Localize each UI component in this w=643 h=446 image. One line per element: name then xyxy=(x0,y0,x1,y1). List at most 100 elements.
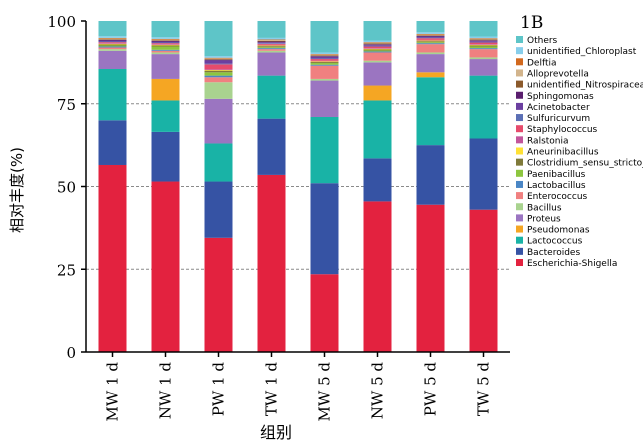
bar-segment xyxy=(257,41,286,43)
bar-segment xyxy=(363,85,392,101)
bar-segment xyxy=(310,59,339,61)
bar-segment xyxy=(98,164,127,352)
legend-label: Ralstonia xyxy=(527,136,569,146)
bar-segment xyxy=(151,43,180,45)
bar-segment xyxy=(310,116,339,184)
bar-segment xyxy=(363,44,392,45)
bar-segment xyxy=(151,100,180,132)
bar-segment xyxy=(310,52,339,55)
bar-segment xyxy=(416,36,445,38)
bar-segment xyxy=(257,45,286,47)
bar-segment xyxy=(151,181,180,352)
x-tick-label: MW 5 d xyxy=(316,362,334,422)
bar-segment xyxy=(363,51,392,53)
legend-label: Acinetobacter xyxy=(527,103,590,113)
bar-segment xyxy=(469,40,498,42)
legend-swatch xyxy=(516,91,523,99)
legend-swatch xyxy=(516,259,523,266)
legend-swatch xyxy=(516,58,523,66)
legend-label: Aneurinibacillus xyxy=(527,148,599,158)
legend-label: Paenibacillus xyxy=(527,170,586,180)
bar-segment xyxy=(310,80,339,117)
bar-segment xyxy=(98,37,127,39)
bar-segment xyxy=(310,55,339,57)
bar-segment xyxy=(416,77,445,146)
x-tick-label: TW 5 d xyxy=(475,362,493,417)
bar-segment xyxy=(257,46,286,48)
legend-label: unidentified_Chloroplast xyxy=(527,47,637,57)
bar-segment xyxy=(469,36,498,39)
legend-swatch xyxy=(516,47,523,55)
bar-segment xyxy=(151,40,180,42)
legend-label: Pseudomonas xyxy=(527,226,590,236)
legend-label: Delftia xyxy=(527,58,557,68)
legend-label: Alloprevotella xyxy=(527,69,589,79)
bar-segment xyxy=(363,21,392,41)
bar-segment xyxy=(363,50,392,52)
bar-segment xyxy=(469,59,498,76)
bar-segment xyxy=(416,43,445,45)
bar-segment xyxy=(363,46,392,49)
bar-segment xyxy=(416,34,445,36)
bar-segment xyxy=(310,56,339,59)
bar-segment xyxy=(204,70,233,73)
legend-swatch xyxy=(516,114,523,122)
bar-segment xyxy=(310,58,339,60)
bar-segment xyxy=(310,63,339,65)
legend-label: Sphingomonas xyxy=(527,92,594,102)
legend-label: Bacillus xyxy=(527,203,562,213)
bar-segment xyxy=(469,44,498,46)
legend-swatch xyxy=(516,102,523,110)
bar-segment xyxy=(98,47,127,50)
bar-segment xyxy=(98,50,127,69)
bar-segment xyxy=(310,183,339,275)
bar-segment xyxy=(469,46,498,49)
bar-segment xyxy=(204,58,233,60)
bar-segment xyxy=(98,36,127,38)
bar-segment xyxy=(416,39,445,41)
bar-segment xyxy=(416,37,445,39)
bar-segment xyxy=(98,44,127,46)
bars xyxy=(98,21,498,352)
bar-segment xyxy=(257,40,286,42)
x-tick-label: MW 1 d xyxy=(104,362,122,422)
bar-segment xyxy=(363,100,392,159)
bar-segment xyxy=(363,49,392,51)
bar-segment xyxy=(257,174,286,352)
legend-swatch xyxy=(516,214,523,222)
bar-segment xyxy=(151,131,180,182)
bar-segment xyxy=(257,48,286,50)
bar-segment xyxy=(416,54,445,73)
legend-swatch xyxy=(516,136,523,144)
bar-segment xyxy=(416,42,445,44)
bar-segment xyxy=(257,43,286,45)
bar-segment xyxy=(363,48,392,50)
legend-label: Sulfuricurvum xyxy=(527,114,590,124)
y-tick-label: 25 xyxy=(57,261,76,279)
bar-segment xyxy=(151,38,180,40)
axes: 0 25 50 75 100 MW 1 d NW 1 d PW 1 d TW 1 d MW 5 d… xyxy=(47,13,510,421)
bar-segment xyxy=(469,75,498,139)
bar-segment xyxy=(416,35,445,36)
bar-segment xyxy=(98,21,127,37)
bar-segment xyxy=(363,44,392,46)
legend-label: unidentified_Nitrospiraceae xyxy=(527,81,643,91)
bar-segment xyxy=(363,40,392,43)
bar-segment xyxy=(151,45,180,47)
y-tick-label: 75 xyxy=(57,96,76,114)
bar-segment xyxy=(310,61,339,63)
bar-segment xyxy=(257,50,286,53)
y-tick-label: 100 xyxy=(47,13,76,31)
bar-segment xyxy=(204,64,233,70)
bar-segment xyxy=(257,44,286,46)
bar-segment xyxy=(310,54,339,56)
bar-segment xyxy=(257,49,286,51)
bar-segment xyxy=(363,62,392,86)
bar-segment xyxy=(257,37,286,40)
bar-segment xyxy=(416,44,445,53)
bar-segment xyxy=(151,39,180,41)
bar-segment xyxy=(204,69,233,70)
bar-segment xyxy=(151,44,180,45)
legend-swatch xyxy=(516,180,523,188)
bar-segment xyxy=(469,41,498,43)
